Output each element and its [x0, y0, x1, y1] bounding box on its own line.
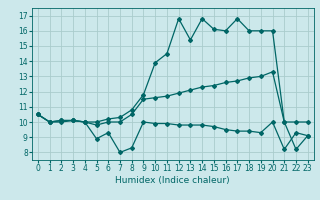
X-axis label: Humidex (Indice chaleur): Humidex (Indice chaleur) — [116, 176, 230, 185]
